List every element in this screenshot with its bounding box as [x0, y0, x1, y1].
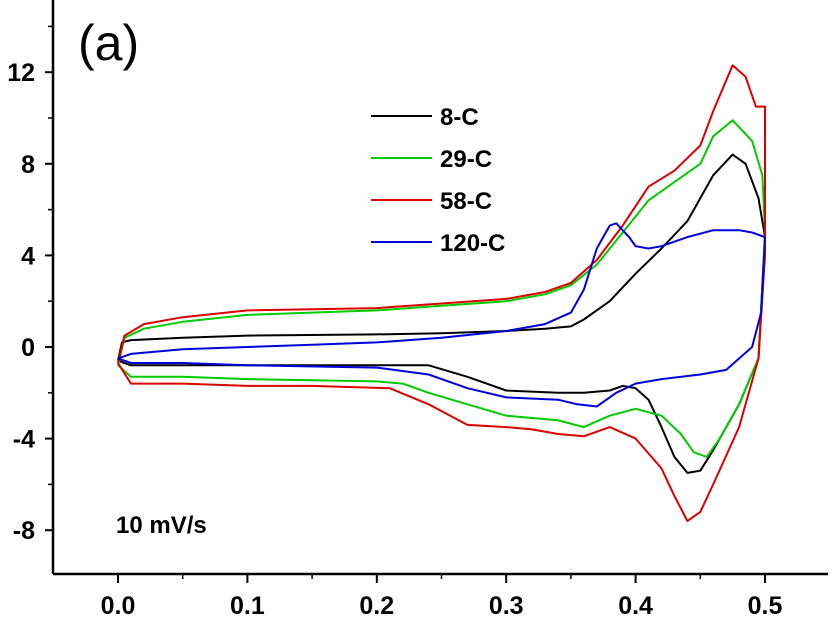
- legend-item: 29-C: [371, 146, 492, 173]
- x-tick-label: 0.3: [489, 592, 524, 618]
- series-line-120-c: [117, 222, 766, 408]
- plot-lines: [117, 64, 766, 522]
- x-axis-ticks: 0.0 0.1 0.2 0.3 0.4 0.5: [101, 574, 783, 618]
- legend-item: 8-C: [371, 104, 479, 131]
- y-tick-label: -8: [13, 517, 35, 545]
- y-tick-label: -4: [13, 426, 35, 454]
- x-tick-label: 0.0: [101, 592, 136, 618]
- legend-label: 58-C: [440, 188, 492, 215]
- panel-label: (a): [78, 15, 139, 71]
- legend-label: 29-C: [440, 146, 492, 173]
- legend-item: 58-C: [371, 188, 492, 215]
- y-tick-label: 12: [7, 59, 35, 87]
- x-tick-label: 0.4: [618, 592, 653, 618]
- legend-item: 120-C: [371, 230, 505, 257]
- legend: 8-C 29-C 58-C 120-C: [371, 104, 505, 257]
- series-line-58-c: [117, 64, 766, 522]
- y-axis-ticks: -8 -4 0 4 8 12: [7, 25, 53, 545]
- x-tick-label: 0.2: [359, 592, 394, 618]
- y-tick-label: 8: [21, 151, 35, 179]
- x-tick-label: 0.5: [748, 592, 783, 618]
- legend-label: 8-C: [440, 104, 479, 131]
- y-tick-label: 4: [21, 242, 35, 270]
- y-tick-label: 0: [21, 334, 35, 362]
- legend-label: 120-C: [440, 230, 505, 257]
- scan-rate-annotation: 10 mV/s: [116, 512, 207, 539]
- x-tick-label: 0.1: [230, 592, 265, 618]
